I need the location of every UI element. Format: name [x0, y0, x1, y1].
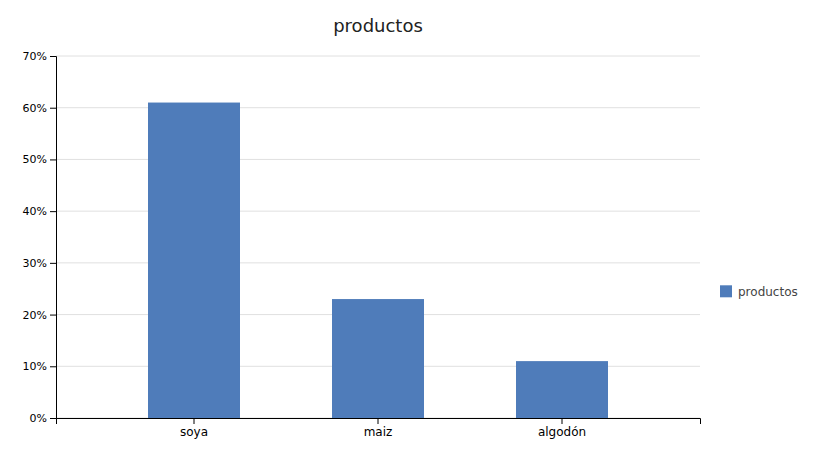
x-tick-label: algodón: [538, 425, 586, 439]
y-tick: 60%: [23, 102, 56, 115]
y-tick-label: 30%: [23, 257, 47, 270]
y-tick-mark: [50, 366, 56, 367]
legend-item: productos: [720, 285, 798, 299]
x-tick: algodón: [538, 418, 586, 439]
y-tick-label: 70%: [23, 50, 47, 63]
y-tick: 10%: [23, 360, 56, 373]
y-tick-mark: [50, 159, 56, 160]
y-tick: 40%: [23, 205, 56, 218]
x-tick-mark: [562, 418, 563, 424]
x-tick-label: maiz: [364, 425, 393, 439]
y-axis-line: [50, 57, 57, 419]
bar: [332, 299, 424, 418]
bars: [148, 103, 608, 418]
x-axis: soya maiz algodón: [57, 418, 701, 439]
x-axis-line: [57, 419, 701, 425]
x-tick-mark: [194, 418, 195, 424]
y-tick: 0%: [30, 412, 56, 425]
y-tick-label: 10%: [23, 360, 47, 373]
y-tick-label: 20%: [23, 309, 47, 322]
chart: 0% 10% 20% 30% 40% 50% 60% 70% soya maiz algodón pr…: [0, 0, 840, 462]
legend-swatch: [720, 285, 732, 297]
y-tick-mark: [50, 56, 56, 57]
y-tick-label: 60%: [23, 102, 47, 115]
bar: [516, 361, 608, 418]
x-tick: maiz: [364, 418, 393, 439]
grid: [56, 56, 700, 418]
legend-label: productos: [738, 285, 798, 299]
legend: productos: [720, 285, 798, 299]
y-tick-label: 50%: [23, 153, 47, 166]
y-tick-label: 40%: [23, 205, 47, 218]
grid-line: [56, 56, 700, 57]
y-tick-mark: [50, 315, 56, 316]
x-tick: soya: [180, 418, 208, 439]
title: productos: [333, 15, 423, 36]
y-tick-label: 0%: [30, 412, 47, 425]
y-axis: 0% 10% 20% 30% 40% 50% 60% 70%: [23, 50, 57, 425]
y-tick: 30%: [23, 257, 56, 270]
y-tick: 20%: [23, 309, 56, 322]
y-tick-mark: [50, 211, 56, 212]
bar: [148, 103, 240, 418]
y-tick: 50%: [23, 153, 56, 166]
plot: 0% 10% 20% 30% 40% 50% 60% 70% soya maiz algodón: [23, 50, 701, 439]
y-tick-mark: [50, 108, 56, 109]
x-tick-mark: [378, 418, 379, 424]
y-tick-mark: [50, 263, 56, 264]
x-tick-label: soya: [180, 425, 208, 439]
y-tick: 70%: [23, 50, 56, 63]
y-tick-mark: [50, 418, 56, 419]
